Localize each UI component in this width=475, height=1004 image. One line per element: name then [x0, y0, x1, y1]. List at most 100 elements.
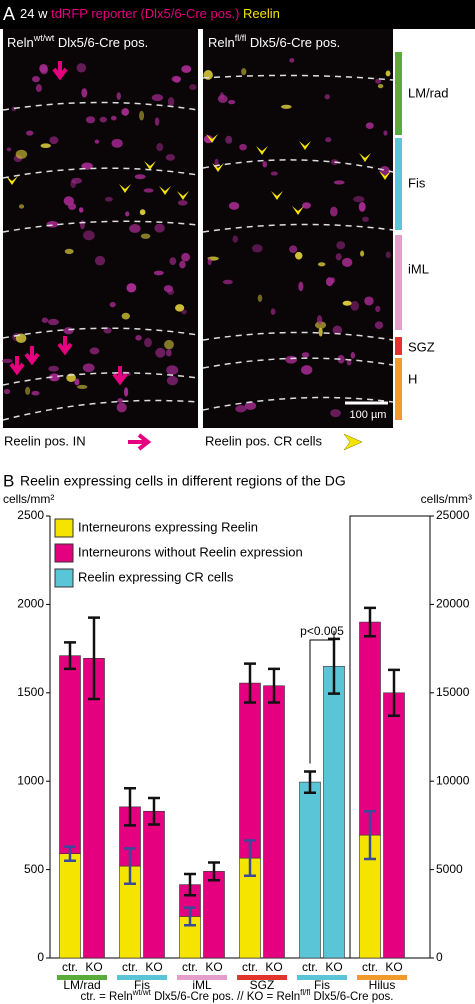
legend-swatch — [54, 543, 74, 563]
layer-borders — [2, 74, 394, 421]
cell — [40, 143, 51, 149]
bar-segment — [359, 621, 381, 836]
cell — [289, 245, 298, 253]
y-tick-label: 1500 — [17, 685, 44, 699]
cell — [39, 63, 48, 73]
cell — [302, 202, 311, 209]
cell — [135, 335, 142, 341]
group-label: Fis — [314, 978, 330, 992]
annotation: p<0.005 — [300, 624, 344, 638]
cell — [11, 106, 17, 112]
cell — [41, 317, 49, 323]
error-bar — [304, 770, 316, 794]
cell — [385, 251, 391, 259]
cell — [228, 100, 236, 105]
cell — [350, 301, 360, 311]
cell — [117, 398, 123, 403]
border — [2, 327, 199, 339]
cell — [385, 70, 391, 77]
cell — [35, 84, 42, 93]
cell — [375, 78, 382, 84]
group-label: Hilus — [369, 978, 396, 992]
cell — [219, 92, 225, 100]
cell — [46, 221, 59, 228]
cell — [270, 308, 276, 315]
reporter: tdRFP reporter (Dlx5/6-Cre pos.) — [51, 6, 239, 21]
border — [202, 331, 394, 341]
region-bar — [395, 358, 402, 420]
cell — [154, 117, 160, 126]
group-label: SGZ — [250, 978, 275, 992]
cell — [104, 196, 113, 202]
cell — [1, 358, 13, 364]
group-color-bar — [237, 975, 287, 980]
chevron — [144, 161, 156, 170]
x-tick-label: KO — [385, 960, 402, 974]
cell — [244, 401, 257, 411]
x-tick-label: KO — [205, 960, 222, 974]
cell — [169, 257, 177, 266]
y2-tick-label: 25000 — [436, 508, 470, 522]
cell — [134, 174, 146, 180]
cell — [330, 409, 341, 418]
reelin-label: Reelin — [243, 6, 280, 21]
y2-axis-label: cells/mm³ — [421, 492, 472, 506]
cell — [325, 277, 334, 287]
x-tick-label: ctr. — [122, 960, 138, 974]
error-bar — [88, 616, 100, 701]
genotype: fl/fl — [235, 33, 247, 43]
bar-segment — [83, 658, 105, 959]
border — [202, 357, 394, 369]
cell — [99, 116, 107, 123]
error-bar — [364, 606, 376, 638]
bar-segment — [239, 682, 261, 859]
cre: Dlx5/6-Cre pos. — [250, 35, 340, 50]
bar-segment — [143, 810, 165, 959]
cell — [139, 110, 145, 121]
cell — [31, 390, 40, 396]
cell — [181, 309, 187, 315]
cell — [295, 251, 303, 260]
cell — [375, 305, 381, 313]
footnote: ctr. = Relnwt/wt Dlx5/6-Cre pos. // KO =… — [81, 988, 394, 1003]
cell — [68, 203, 77, 211]
x-tick-label: KO — [265, 960, 282, 974]
cell — [235, 405, 247, 413]
header-text: 24 w tdRFP reporter (Dlx5/6-Cre pos.) Re… — [20, 6, 280, 21]
cell — [181, 65, 192, 73]
cell — [350, 352, 356, 359]
cell — [25, 130, 34, 136]
cell — [121, 108, 130, 116]
error-bar — [388, 668, 400, 718]
error-bar — [244, 839, 256, 878]
cell — [48, 373, 60, 382]
cell — [177, 200, 188, 206]
cell — [289, 58, 295, 63]
legend-label: Interneurons expressing Reelin — [78, 519, 258, 534]
border — [202, 74, 394, 81]
cell — [222, 279, 233, 285]
cell — [94, 139, 100, 144]
cell — [358, 201, 366, 212]
x-tick-label: KO — [85, 960, 102, 974]
border — [2, 101, 199, 111]
cell — [144, 337, 152, 348]
cell — [18, 204, 25, 209]
group-color-bar — [297, 975, 347, 980]
region-bar — [395, 337, 402, 355]
arrow — [112, 366, 128, 386]
gene: Reln — [7, 35, 34, 50]
cell — [342, 300, 352, 306]
error-bar — [64, 845, 76, 863]
arrow — [57, 336, 73, 356]
bar-segment — [299, 781, 321, 959]
cell — [207, 258, 212, 266]
x-tick-label: KO — [145, 960, 162, 974]
x-tick-label: ctr. — [362, 960, 378, 974]
cell — [139, 209, 146, 216]
cell — [76, 63, 87, 73]
cell — [166, 375, 178, 386]
chevron — [206, 134, 218, 143]
cell — [125, 211, 130, 217]
bar-segment — [263, 685, 285, 959]
